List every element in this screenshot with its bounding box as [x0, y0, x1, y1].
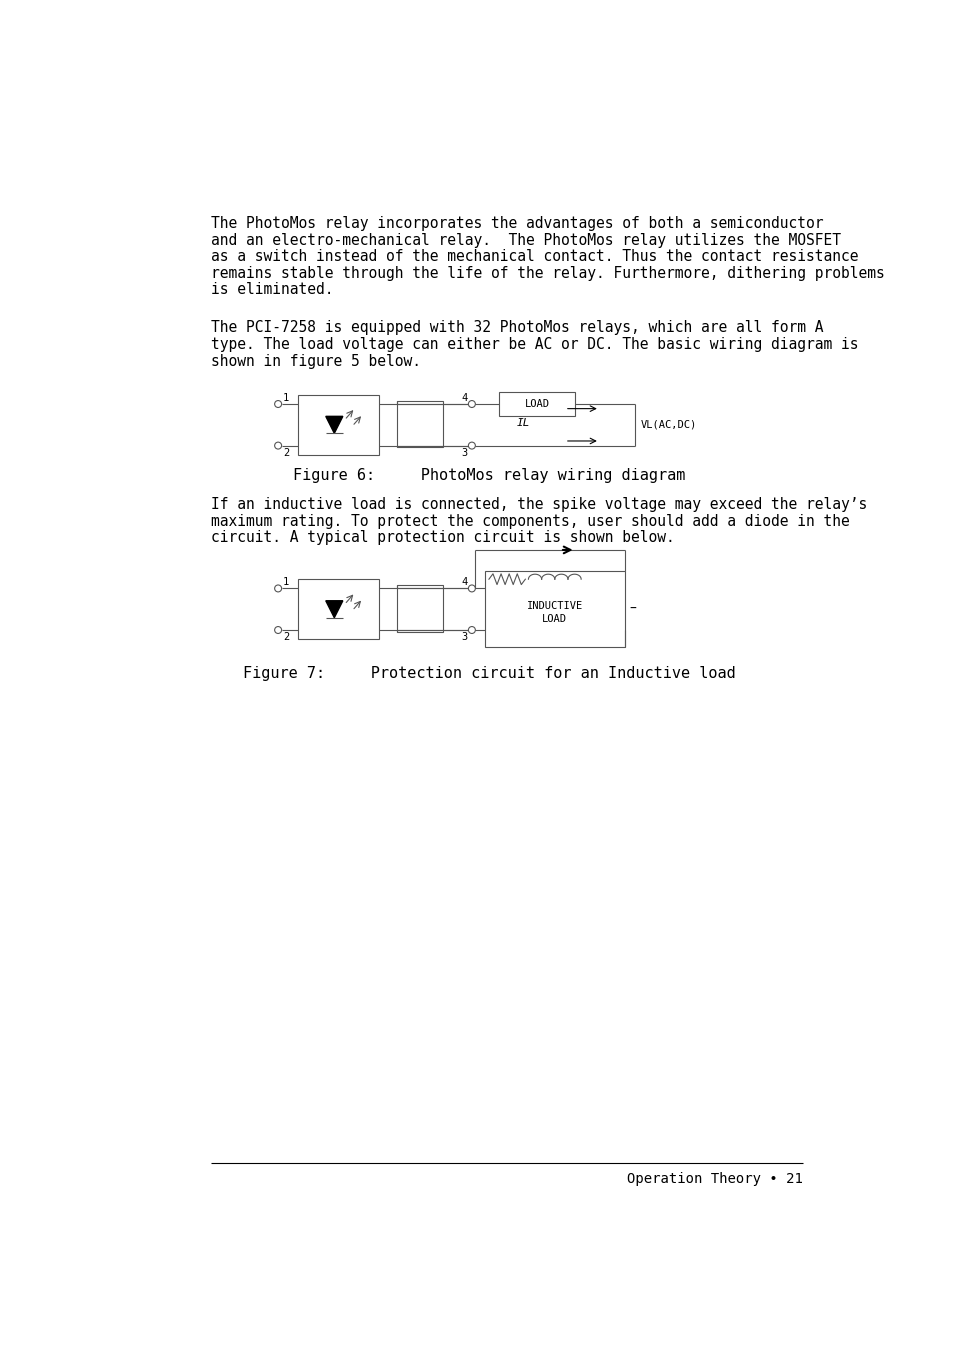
Text: remains stable through the life of the relay. Furthermore, dithering problems: remains stable through the life of the r… — [211, 266, 883, 281]
Text: Figure 7:     Protection circuit for an Inductive load: Figure 7: Protection circuit for an Indu… — [242, 667, 735, 681]
Text: shown in figure 5 below.: shown in figure 5 below. — [211, 354, 420, 369]
Text: INDUCTIVE
LOAD: INDUCTIVE LOAD — [526, 602, 582, 623]
Text: maximum rating. To protect the components, user should add a diode in the: maximum rating. To protect the component… — [211, 514, 848, 529]
Text: Operation Theory • 21: Operation Theory • 21 — [626, 1172, 802, 1187]
Text: 1: 1 — [282, 393, 289, 403]
Text: circuit. A typical protection circuit is shown below.: circuit. A typical protection circuit is… — [211, 530, 674, 545]
Text: 2: 2 — [282, 448, 289, 457]
Text: LOAD: LOAD — [524, 399, 549, 410]
Bar — [297, 395, 378, 454]
Text: The PhotoMos relay incorporates the advantages of both a semiconductor: The PhotoMos relay incorporates the adva… — [211, 216, 822, 231]
Bar — [484, 572, 624, 648]
Text: 3: 3 — [460, 631, 467, 642]
Bar — [498, 392, 575, 416]
Bar — [396, 402, 443, 448]
Text: 1: 1 — [282, 577, 289, 587]
Text: is eliminated.: is eliminated. — [211, 283, 333, 297]
Polygon shape — [325, 600, 342, 618]
Bar — [297, 579, 378, 639]
Bar — [396, 585, 443, 631]
Text: –: – — [629, 602, 636, 617]
Text: 4: 4 — [460, 577, 467, 587]
Text: 4: 4 — [460, 393, 467, 403]
Text: 2: 2 — [282, 631, 289, 642]
Text: IL: IL — [517, 418, 530, 429]
Text: If an inductive load is connected, the spike voltage may exceed the relay’s: If an inductive load is connected, the s… — [211, 498, 866, 512]
Text: as a switch instead of the mechanical contact. Thus the contact resistance: as a switch instead of the mechanical co… — [211, 249, 858, 264]
Text: VL(AC,DC): VL(AC,DC) — [640, 420, 697, 430]
Text: The PCI-7258 is equipped with 32 PhotoMos relays, which are all form A: The PCI-7258 is equipped with 32 PhotoMo… — [211, 320, 822, 335]
Text: and an electro-mechanical relay.  The PhotoMos relay utilizes the MOSFET: and an electro-mechanical relay. The Pho… — [211, 233, 840, 247]
Text: Figure 6:     PhotoMos relay wiring diagram: Figure 6: PhotoMos relay wiring diagram — [293, 468, 684, 483]
Text: 3: 3 — [460, 448, 467, 457]
Text: type. The load voltage can either be AC or DC. The basic wiring diagram is: type. The load voltage can either be AC … — [211, 337, 858, 352]
Polygon shape — [325, 416, 342, 433]
